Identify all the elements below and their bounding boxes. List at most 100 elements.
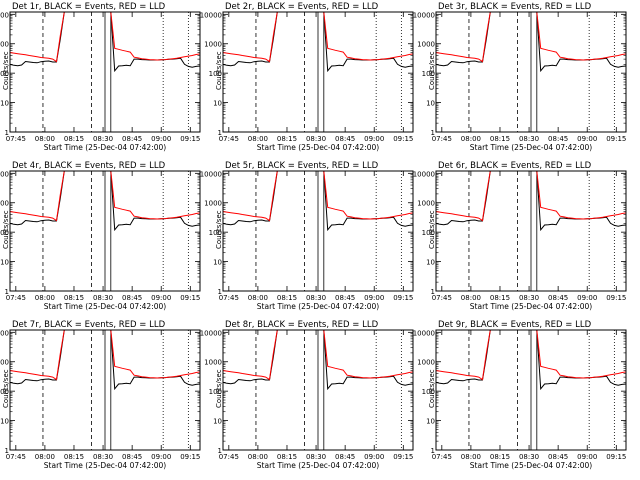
y-tick-label: 10	[0, 259, 9, 267]
x-tick-label: 08:15	[277, 135, 297, 143]
x-axis-label: Start Time (25-Dec-04 07:42:00)	[470, 302, 592, 311]
x-tick-label: 08:45	[335, 294, 355, 302]
y-tick-label: 10000	[413, 11, 435, 19]
y-tick-label: 1	[431, 129, 435, 137]
x-tick-label: 08:00	[461, 294, 481, 302]
x-tick-label: 08:15	[64, 294, 84, 302]
x-tick-label: 07:45	[432, 135, 452, 143]
x-axis-label: Start Time (25-Dec-04 07:42:00)	[44, 302, 166, 311]
x-tick-label: 09:15	[393, 453, 413, 461]
y-axis-label: Counts/sec	[428, 51, 436, 90]
series-line-lld	[223, 171, 413, 222]
chart-panel-7: Det 7r, BLACK = Events, RED = LLD Counts/…	[0, 320, 201, 470]
y-tick-label: 10000	[0, 11, 9, 19]
x-tick-label: 09:15	[606, 294, 626, 302]
x-tick-label: 09:00	[577, 294, 597, 302]
chart-title: Det 4r, BLACK = Events, RED = LLD	[12, 161, 166, 171]
x-tick-label: 09:00	[364, 135, 384, 143]
y-tick-label: 100	[0, 229, 9, 237]
y-tick-label: 1	[5, 288, 9, 296]
x-tick-label: 08:30	[93, 294, 113, 302]
x-tick-label: 08:30	[519, 294, 539, 302]
x-tick-label: 07:45	[6, 135, 26, 143]
y-axis-label: Counts/sec	[2, 210, 10, 249]
x-tick-label: 08:45	[335, 453, 355, 461]
y-tick-label: 100	[209, 388, 222, 396]
y-axis-label: Counts/sec	[215, 210, 223, 249]
y-tick-label: 10000	[0, 329, 9, 337]
x-tick-label: 08:00	[461, 135, 481, 143]
series-line-lld	[223, 330, 413, 381]
chart-title: Det 6r, BLACK = Events, RED = LLD	[438, 161, 592, 171]
chart-title: Det 7r, BLACK = Events, RED = LLD	[12, 320, 166, 330]
x-tick-label: 09:15	[180, 294, 200, 302]
y-tick-label: 1000	[204, 41, 222, 49]
x-tick-label: 08:15	[490, 453, 510, 461]
y-tick-label: 1000	[417, 359, 435, 367]
y-tick-label: 1000	[417, 200, 435, 208]
plot-frame	[222, 11, 414, 133]
chart-title: Det 8r, BLACK = Events, RED = LLD	[225, 320, 379, 330]
x-tick-label: 09:00	[151, 135, 171, 143]
y-tick-label: 10	[0, 100, 9, 108]
chart-title: Det 2r, BLACK = Events, RED = LLD	[225, 2, 379, 12]
x-tick-label: 09:00	[577, 135, 597, 143]
x-tick-label: 08:45	[548, 453, 568, 461]
y-tick-label: 100	[209, 70, 222, 78]
x-tick-label: 08:45	[122, 294, 142, 302]
chart-panel-5: Det 5r, BLACK = Events, RED = LLD Counts/…	[200, 161, 414, 311]
y-tick-label: 10000	[413, 170, 435, 178]
plot-frame	[435, 170, 627, 292]
plot-frame	[9, 329, 201, 451]
x-tick-label: 08:30	[306, 294, 326, 302]
y-tick-label: 10	[426, 259, 435, 267]
y-tick-label: 1	[431, 447, 435, 455]
y-tick-label: 1000	[0, 200, 9, 208]
x-tick-label: 09:15	[180, 135, 200, 143]
x-tick-label: 08:00	[35, 294, 55, 302]
x-tick-label: 09:00	[364, 453, 384, 461]
plot-frame	[9, 11, 201, 133]
y-axis-label: Counts/sec	[215, 369, 223, 408]
series-line-lld	[10, 171, 200, 222]
plot-frame	[435, 329, 627, 451]
chart-title: Det 9r, BLACK = Events, RED = LLD	[438, 320, 592, 330]
y-tick-label: 10	[213, 100, 222, 108]
y-tick-label: 100	[422, 229, 435, 237]
x-tick-label: 08:00	[248, 453, 268, 461]
x-axis-label: Start Time (25-Dec-04 07:42:00)	[257, 302, 379, 311]
x-axis-label: Start Time (25-Dec-04 07:42:00)	[470, 143, 592, 152]
x-tick-label: 08:00	[461, 453, 481, 461]
x-tick-label: 08:00	[35, 135, 55, 143]
y-tick-label: 10000	[200, 329, 222, 337]
chart-title: Det 1r, BLACK = Events, RED = LLD	[12, 2, 166, 12]
y-tick-label: 1000	[204, 200, 222, 208]
y-tick-label: 1	[5, 129, 9, 137]
series-line-lld	[436, 171, 626, 222]
y-axis-label: Counts/sec	[2, 369, 10, 408]
y-tick-label: 1000	[204, 359, 222, 367]
chart-panel-2: Det 2r, BLACK = Events, RED = LLD Counts/…	[200, 2, 414, 152]
x-tick-label: 08:30	[306, 453, 326, 461]
x-tick-label: 08:45	[335, 135, 355, 143]
y-tick-label: 10	[213, 259, 222, 267]
x-tick-label: 09:00	[364, 294, 384, 302]
plot-frame	[9, 170, 201, 292]
x-tick-label: 08:15	[64, 453, 84, 461]
y-tick-label: 10	[0, 418, 9, 426]
x-tick-label: 08:30	[93, 135, 113, 143]
x-tick-label: 07:45	[6, 453, 26, 461]
x-tick-label: 08:45	[548, 294, 568, 302]
x-tick-label: 08:30	[519, 453, 539, 461]
y-tick-label: 1	[5, 447, 9, 455]
series-line-lld	[223, 12, 413, 63]
x-tick-label: 09:15	[180, 453, 200, 461]
y-axis-label: Counts/sec	[428, 210, 436, 249]
series-line-lld	[436, 12, 626, 63]
y-tick-label: 1000	[417, 41, 435, 49]
y-tick-label: 100	[422, 70, 435, 78]
x-tick-label: 08:30	[519, 135, 539, 143]
x-tick-label: 08:30	[93, 453, 113, 461]
x-axis-label: Start Time (25-Dec-04 07:42:00)	[257, 461, 379, 470]
